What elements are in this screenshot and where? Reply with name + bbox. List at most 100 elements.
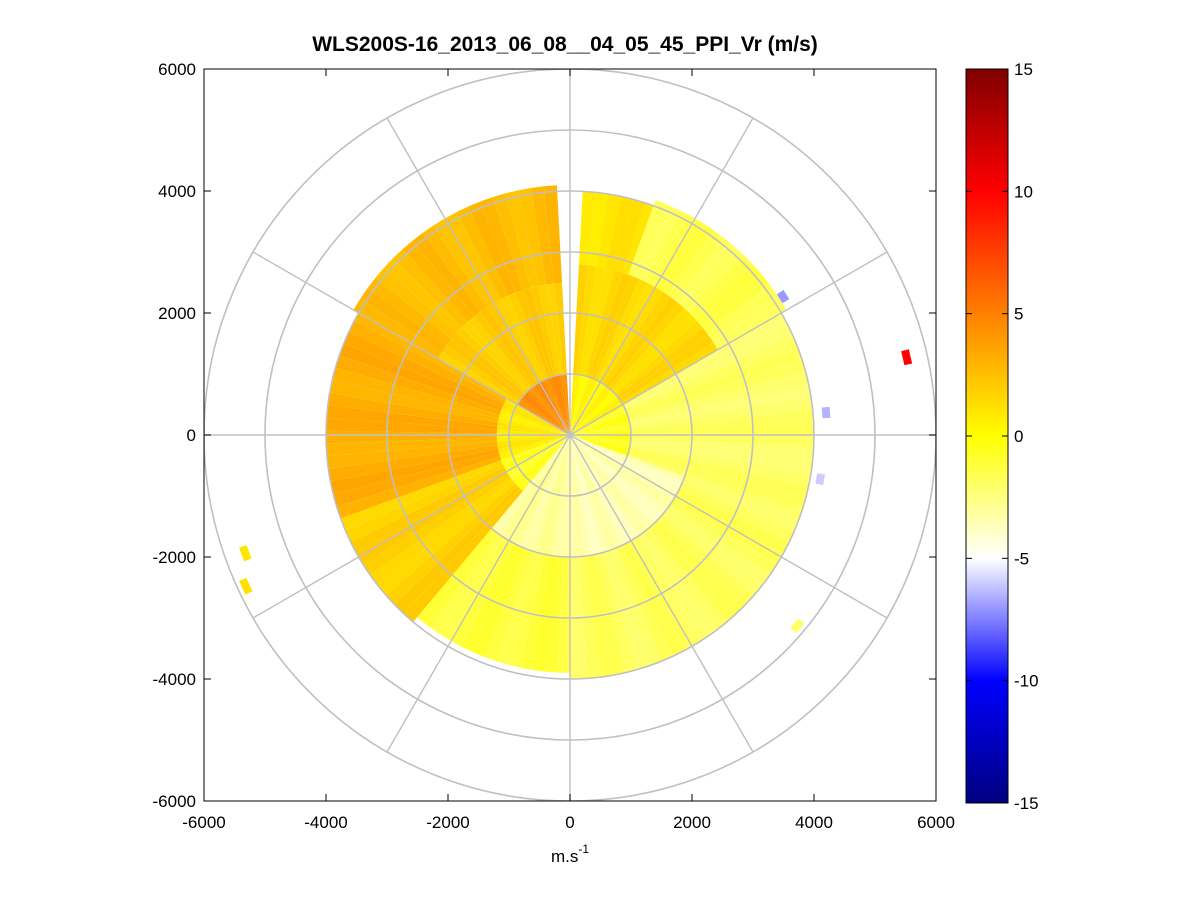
velocity-cell <box>570 435 670 511</box>
velocity-cell <box>570 428 631 435</box>
velocity-cell <box>673 494 784 565</box>
velocity-cell <box>643 528 727 630</box>
y-tick-label: -4000 <box>153 670 196 689</box>
velocity-cell <box>621 341 718 405</box>
velocity-cell <box>326 430 497 444</box>
velocity-cell <box>456 206 508 300</box>
velocity-cell <box>570 379 598 435</box>
velocity-cell <box>573 264 588 375</box>
velocity-cell <box>520 435 570 492</box>
velocity-cell <box>557 374 570 435</box>
velocity-cell <box>446 339 523 400</box>
velocity-cell <box>657 515 755 605</box>
outlier-cell <box>901 349 913 366</box>
outlier-cell <box>776 289 790 304</box>
velocity-cell <box>630 435 814 448</box>
outlier-cell <box>239 577 253 595</box>
velocity-cell <box>570 410 627 435</box>
velocity-cell <box>529 387 570 435</box>
velocity-cell <box>585 270 623 377</box>
velocity-cell <box>551 376 570 435</box>
x-axis-label-base: m.s <box>551 847 578 866</box>
axes: -6000 -4000 -2000 0 2000 4000 6000 6000 4000 2000… <box>153 60 955 832</box>
velocity-cell <box>520 396 570 435</box>
velocity-cell <box>653 519 746 614</box>
velocity-cell <box>538 284 561 376</box>
velocity-cell <box>570 435 685 483</box>
y-tick-label: 4000 <box>158 182 196 201</box>
velocity-cell <box>503 435 570 541</box>
y-tick-label: 2000 <box>158 304 196 323</box>
velocity-cell <box>628 371 809 423</box>
velocity-cell <box>570 435 628 546</box>
velocity-cell <box>473 546 527 658</box>
velocity-cell <box>682 246 744 313</box>
velocity-cell <box>480 197 523 293</box>
velocity-cell <box>456 327 527 395</box>
velocity-cell <box>515 289 552 379</box>
velocity-cell <box>570 396 620 435</box>
velocity-cell <box>354 313 507 401</box>
colorbar-tick-label: 5 <box>1014 305 1023 324</box>
velocity-cell <box>498 435 570 538</box>
velocity-cell <box>493 299 543 383</box>
velocity-cell <box>518 187 547 286</box>
velocity-cell <box>507 292 549 380</box>
velocity-cell <box>345 463 505 542</box>
velocity-cell <box>570 431 631 435</box>
velocity-cell <box>326 441 498 469</box>
velocity-cell <box>570 399 622 435</box>
velocity-cell <box>500 407 570 435</box>
velocity-cell <box>570 385 609 435</box>
velocity-cell <box>500 295 546 381</box>
velocity-cell <box>613 314 697 395</box>
azimuth-spoke <box>569 434 754 753</box>
velocity-cell <box>632 536 707 645</box>
velocity-cell <box>570 435 680 495</box>
colorbar-tick-label: 15 <box>1014 60 1033 79</box>
velocity-cell <box>499 435 570 461</box>
velocity-cell <box>614 199 646 273</box>
velocity-cell <box>688 255 753 319</box>
velocity-cell <box>716 306 787 350</box>
velocity-cell <box>628 359 806 420</box>
velocity-cell <box>570 435 616 551</box>
velocity-field <box>239 185 913 679</box>
velocity-cell <box>518 399 570 435</box>
velocity-cell <box>605 196 634 271</box>
velocity-cell <box>594 278 648 381</box>
velocity-cell <box>442 345 521 402</box>
y-tick-label: -6000 <box>153 792 196 811</box>
velocity-cell <box>524 391 570 435</box>
velocity-cell <box>503 400 570 435</box>
velocity-cell <box>451 332 525 397</box>
velocity-cell <box>497 435 570 446</box>
velocity-cell <box>600 287 664 384</box>
velocity-cell <box>403 488 523 622</box>
velocity-cell <box>498 414 570 435</box>
velocity-cell <box>570 389 614 435</box>
x-axis-label-exponent: -1 <box>578 842 589 856</box>
x-tick-label: -4000 <box>304 813 347 832</box>
velocity-cell <box>468 201 516 296</box>
x-tick-label: -6000 <box>182 813 225 832</box>
velocity-cell <box>682 476 800 531</box>
azimuth-spoke <box>252 251 571 436</box>
velocity-cell <box>570 422 631 435</box>
velocity-cell <box>587 192 609 267</box>
velocity-cell <box>484 548 533 662</box>
outlier-cell <box>815 473 825 486</box>
velocity-cell <box>622 202 654 275</box>
velocity-cell <box>582 267 615 377</box>
colorbar <box>965 68 1009 804</box>
velocity-cell <box>335 355 501 415</box>
velocity-cell <box>605 296 678 388</box>
velocity-cell <box>498 435 570 457</box>
velocity-cell <box>530 285 558 377</box>
velocity-cell <box>545 378 570 435</box>
velocity-cell <box>560 374 570 435</box>
velocity-cell <box>570 435 631 448</box>
velocity-cell <box>384 258 463 333</box>
velocity-cell <box>700 274 770 333</box>
